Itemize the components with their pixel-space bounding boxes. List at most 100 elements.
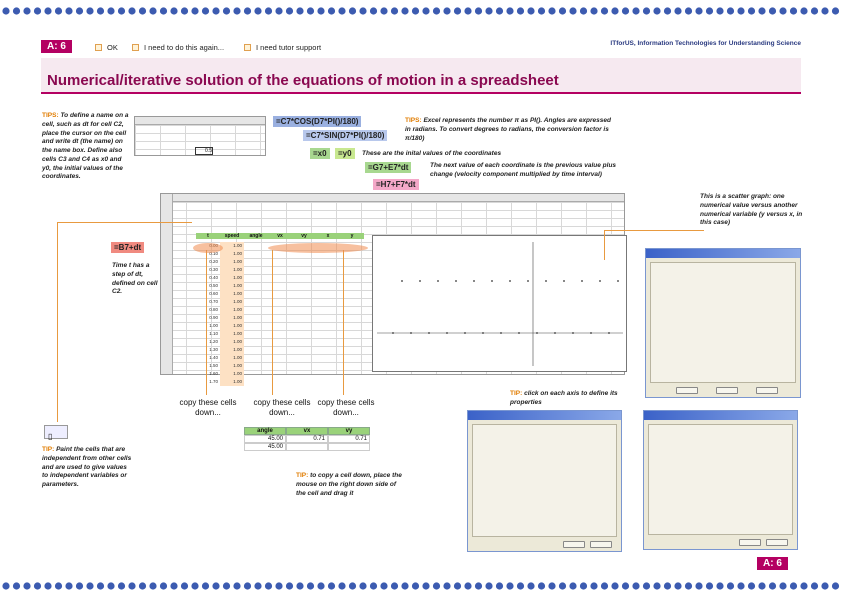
sheet-cell: 1.50 [209, 363, 218, 368]
fill-color-button[interactable]: ▯ [44, 425, 68, 441]
plot-point [419, 280, 421, 282]
cancel-button[interactable] [766, 539, 788, 546]
sheet-cell: 0.60 [209, 291, 218, 296]
format-axis-dialog-1 [467, 410, 622, 552]
connector-line [272, 250, 273, 395]
sheet-cell: 1.00 [233, 323, 242, 328]
plot-point [437, 280, 439, 282]
plot-point [473, 280, 475, 282]
scatter-note: This is a scatter graph: one numerical v… [700, 193, 803, 227]
sheet-cell: 1.00 [233, 283, 242, 288]
plot-point [527, 280, 529, 282]
copy-tip: TIP: to copy a cell down, place the mous… [296, 472, 402, 497]
cancel-button[interactable] [676, 387, 698, 394]
cancel-button[interactable] [590, 541, 612, 548]
plot-point [509, 280, 511, 282]
brand-text: ITforUS, Information Technologies for Un… [610, 40, 801, 47]
formula-x0: =x0 [310, 148, 330, 159]
plot-point [500, 332, 502, 334]
plot-point [545, 280, 547, 282]
formula-x-next: =G7+E7*dt [365, 162, 412, 173]
sheet-cell: 0.50 [209, 283, 218, 288]
checkbox-icon[interactable] [132, 44, 139, 51]
pi-tip: TIPS: Excel represents the number π as P… [405, 117, 611, 142]
sheet-header-row: t speed angle vx vy x y [196, 233, 364, 239]
plot-point [410, 332, 412, 334]
sheet-cell: 1.00 [233, 371, 242, 376]
checkbox-icon[interactable] [95, 44, 102, 51]
plot-point [536, 332, 538, 334]
plot-point [392, 332, 394, 334]
sheet-cell: 1.20 [209, 339, 218, 344]
check-ok[interactable]: OK [95, 43, 118, 52]
sheet-cell: 1.00 [233, 243, 242, 248]
paint-tip: TIP: Paint the cells that are independen… [42, 446, 132, 489]
plot-point [491, 280, 493, 282]
plot-point [428, 332, 430, 334]
sheet-cell: 1.00 [233, 355, 242, 360]
plot-point [554, 332, 556, 334]
highlight-oval [193, 243, 223, 253]
plot-point [518, 332, 520, 334]
ok-button[interactable] [739, 539, 761, 546]
plot-point [401, 280, 403, 282]
formula-t-next: =B7+dt [111, 242, 145, 253]
copy-label-b: copy these cells down... [253, 398, 311, 418]
sheet-cell: 1.60 [209, 371, 218, 376]
plot-point [563, 280, 565, 282]
plot-point [455, 280, 457, 282]
connector-line [57, 222, 192, 223]
top-dot-border [2, 7, 840, 15]
page-title: Numerical/iterative solution of the equa… [47, 72, 559, 89]
trajectory-plot [372, 235, 627, 372]
connector-line [206, 250, 207, 395]
next-button[interactable] [716, 387, 738, 394]
sheet-column-t: 0.000.100.200.300.400.500.600.700.800.90… [196, 242, 220, 386]
formula-vx: =C7*COS(D7*PI()/180) [273, 116, 362, 127]
sheet-cell: 0.30 [209, 267, 218, 272]
plot-point [617, 280, 619, 282]
sheet-column-speed: 1.00 1.00 1.00 1.00 1.00 1.00 1.00 1.00 1.00 1.00… [220, 242, 244, 386]
time-step-note: Time t has a step of dt, defined on cell… [112, 262, 158, 296]
sheet-cell: 1.00 [233, 251, 242, 256]
plot-point [599, 280, 601, 282]
next-value-note: The next value of each coordinate is the… [430, 162, 617, 178]
footer-badge: A: 6 [757, 557, 788, 570]
sheet-cell: 0.20 [209, 259, 218, 264]
connector-line [343, 250, 344, 395]
sheet-cell: 1.00 [233, 339, 242, 344]
formula-y-next: =H7+F7*dt [373, 179, 419, 190]
connector-line [57, 222, 58, 422]
plot-point [464, 332, 466, 334]
sheet-cell: 1.00 [233, 331, 242, 336]
highlight-oval [268, 243, 368, 253]
ok-button[interactable] [563, 541, 585, 548]
copy-demo-table: angle vx vy 45.00 0.71 0.71 45.00 [244, 427, 374, 457]
sheet-cell: 0.40 [209, 275, 218, 280]
plot-point [446, 332, 448, 334]
plot-point [590, 332, 592, 334]
axis-tip: TIP: click on each axis to define its pr… [510, 390, 618, 406]
finish-button[interactable] [756, 387, 778, 394]
sheet-cell: 1.30 [209, 347, 218, 352]
sheet-cell: 1.00 [233, 307, 242, 312]
sheet-cell: 1.00 [233, 267, 242, 272]
plot-point [572, 332, 574, 334]
check-again[interactable]: I need to do this again... [132, 43, 224, 52]
sheet-cell: 1.00 [233, 259, 242, 264]
sheet-cell: 0.90 [209, 315, 218, 320]
name-tip: TIPS: To define a name on a cell, such a… [42, 112, 129, 181]
plot-point [608, 332, 610, 334]
formula-vy: =C7*SIN(D7*PI()/180) [303, 130, 388, 141]
chart-wizard-dialog [645, 248, 801, 398]
checkbox-icon[interactable] [244, 44, 251, 51]
sheet-cell: 1.00 [233, 315, 242, 320]
sheet-cell: 1.70 [209, 379, 218, 384]
formula-y0: =y0 [335, 148, 355, 159]
name-box-screenshot: 0.5 [134, 116, 266, 156]
title-bar: Numerical/iterative solution of the equa… [41, 58, 801, 94]
sheet-cell: 1.00 [233, 363, 242, 368]
plot-point [581, 280, 583, 282]
check-tutor[interactable]: I need tutor support [244, 43, 321, 52]
sheet-cell: 1.00 [233, 291, 242, 296]
